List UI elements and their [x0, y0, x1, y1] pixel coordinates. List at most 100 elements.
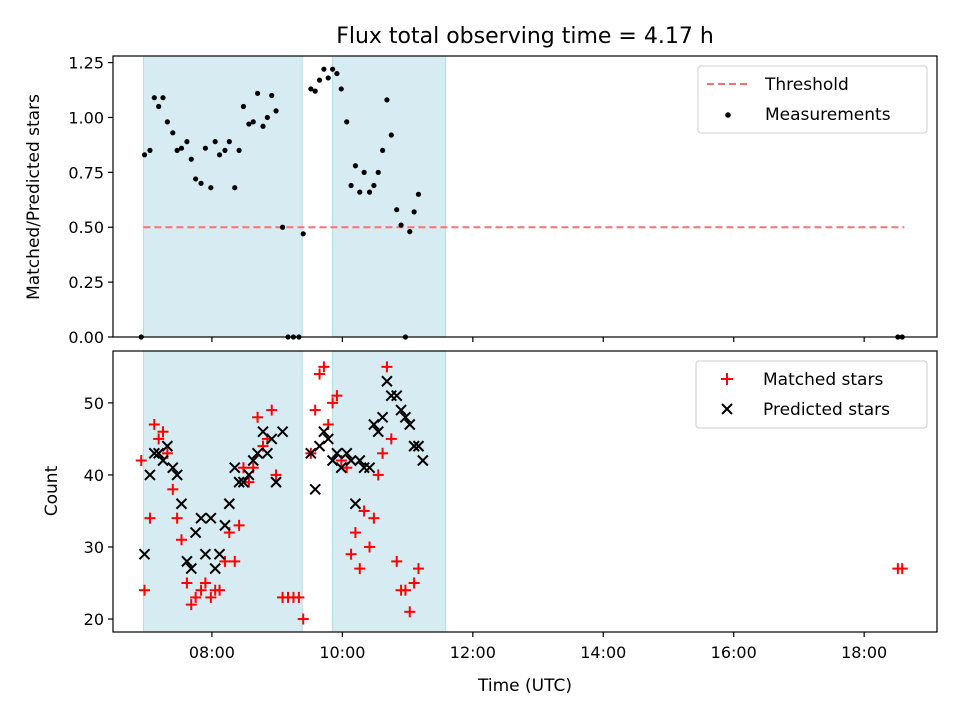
matched-star-point: [219, 555, 231, 567]
measurement-point: [160, 95, 166, 101]
matched-star-point: [354, 563, 366, 575]
matched-star-point: [318, 361, 330, 373]
top-legend: Threshold Measurements: [697, 65, 928, 134]
predicted-star-point: [213, 548, 226, 560]
measurement-point: [212, 139, 218, 145]
matched-star-point: [144, 512, 156, 524]
measurement-point: [388, 132, 394, 138]
predicted-star-point: [138, 548, 151, 560]
matched-star-point: [243, 476, 255, 488]
bottom-y-axis-label: Count: [42, 465, 62, 516]
matched-star-point: [297, 613, 309, 625]
matched-star-point: [293, 591, 305, 603]
predicted-star-point: [223, 498, 236, 510]
predicted-star-point: [363, 462, 376, 474]
predicted-star-point: [305, 447, 317, 460]
measurement-point: [312, 88, 318, 94]
predicted-star-point: [205, 512, 217, 524]
matched-star-point: [148, 418, 160, 430]
measurement-point: [141, 152, 148, 158]
measurement-point: [366, 189, 373, 195]
legend-measurements-label: Measurements: [765, 105, 891, 125]
predicted-star-point: [404, 418, 416, 431]
predicted-star-point: [199, 548, 212, 560]
top-panel: Flux total observing time = 4.17 h Match…: [24, 24, 938, 347]
predicted-star-point: [399, 411, 412, 423]
predicted-star-point: [229, 462, 241, 474]
measurement-point: [394, 207, 400, 213]
measurement-point: [344, 119, 350, 125]
top-y-ticks: 0.00 0.25 0.50 0.75 1.00 1.25: [68, 54, 113, 347]
measurement-point: [415, 191, 422, 197]
y-tick-label: 0.00: [68, 328, 104, 347]
top-y-axis-label: Matched/Predicted stars: [24, 94, 44, 300]
predicted-star-point: [237, 476, 250, 488]
measurement-point: [232, 185, 238, 191]
measurement-point: [352, 163, 359, 169]
matched-star-point: [171, 512, 183, 524]
measurement-point: [357, 189, 363, 195]
matched-star-point: [185, 599, 197, 611]
y-tick-label: 20: [84, 610, 104, 629]
predicted-star-point: [266, 433, 278, 445]
matched-star-point: [175, 534, 187, 546]
matched-star-point: [331, 390, 343, 402]
predicted-star-point: [408, 440, 420, 452]
measurement-point: [348, 182, 354, 189]
measurement-point: [325, 75, 331, 81]
predicted-star-point: [368, 418, 380, 431]
predicted-star-point: [349, 498, 362, 510]
measurement-point: [156, 103, 162, 110]
predicted-star-point: [157, 454, 169, 467]
x-axis-label: Time (UTC): [477, 676, 572, 696]
top-shaded-intervals: [142, 55, 447, 338]
measurement-point: [371, 182, 377, 189]
predicted-star-point: [309, 483, 321, 496]
predicted-star-point: [144, 469, 156, 481]
matched-star-point: [266, 404, 278, 416]
measurement-point: [184, 139, 190, 145]
measurement-point: [260, 123, 266, 129]
predicted-star-point: [372, 425, 384, 438]
matched-star-point: [327, 397, 339, 409]
measurement-point: [216, 152, 223, 158]
bottom-legend-box: [695, 360, 928, 429]
x-tick-label: 16:00: [711, 643, 757, 662]
predicted-star-point: [270, 476, 282, 488]
predicted-star-point: [381, 375, 393, 387]
predicted-star-point: [161, 440, 174, 452]
chart-title: Flux total observing time = 4.17 h: [336, 24, 714, 49]
predicted-star-point: [322, 433, 334, 445]
measurement-point: [269, 92, 275, 99]
observing-window-shade: [142, 55, 303, 338]
predicted-star-point: [209, 562, 221, 575]
predicted-star-point: [412, 440, 425, 452]
matched-star-point: [195, 584, 207, 596]
matched-star-point: [214, 584, 226, 596]
matched-star-point: [190, 591, 202, 603]
predicted-star-point: [326, 454, 339, 467]
predicted-star-point: [257, 425, 269, 438]
measurement-point: [202, 145, 209, 151]
matched-star-point: [153, 433, 165, 445]
predicted-star-point: [189, 526, 202, 539]
predicted-star-point: [171, 469, 183, 481]
matched-star-point: [237, 462, 249, 474]
predicted-star-point: [233, 476, 245, 488]
measurement-point: [250, 119, 256, 125]
measurement-point: [151, 95, 157, 101]
matched-star-point: [199, 577, 211, 589]
measurement-point: [379, 147, 386, 153]
matched-star-point: [358, 505, 370, 517]
predicted-star-point: [313, 440, 326, 452]
predicted-star-point: [185, 562, 197, 575]
measurement-point: [316, 77, 323, 83]
matched-star-point: [314, 368, 326, 380]
x-tick-label: 18:00: [841, 643, 887, 662]
measurement-point: [222, 147, 228, 153]
predicted-star-point: [276, 425, 289, 438]
predicted-star-point: [345, 454, 357, 467]
matched-star-point: [404, 606, 416, 618]
measurements-series: [138, 66, 905, 340]
